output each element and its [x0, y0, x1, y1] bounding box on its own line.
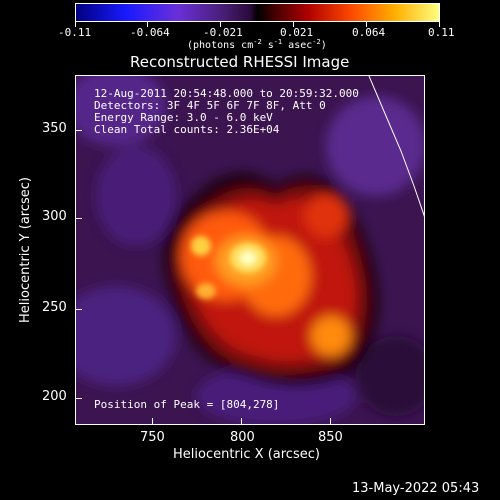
x-tick-mark	[330, 418, 331, 425]
y-axis-label: Heliocentric Y (arcsec)	[18, 177, 33, 323]
colorbar-units: (photons cm-2 s-1 asec-2)	[187, 38, 327, 51]
colorbar-tick-mark	[147, 22, 148, 27]
y-tick-mark	[75, 218, 82, 219]
peak-position: Position of Peak = [804,278]	[94, 398, 280, 411]
x-tick-mark	[241, 418, 242, 425]
rhessi-image	[76, 76, 424, 424]
colorbar-tick-label: -0.021	[203, 26, 243, 39]
y-tick-mark	[75, 398, 82, 399]
colorbar-tick-label: -0.064	[130, 26, 170, 39]
colorbar-tick-mark	[75, 22, 76, 27]
plot-title: Reconstructed RHESSI Image	[130, 53, 350, 71]
x-tick-label: 850	[318, 430, 343, 445]
limb-line	[368, 76, 424, 217]
x-tick-label: 750	[140, 430, 165, 445]
colorbar-tick-label: 0.11	[428, 26, 455, 39]
colorbar-tick-mark	[366, 22, 367, 27]
y-tick-label: 350	[42, 121, 67, 136]
y-tick-label: 200	[42, 389, 67, 404]
info-line-energy: Energy Range: 3.0 - 6.0 keV	[94, 111, 273, 124]
plot-area	[75, 75, 425, 425]
y-tick-mark	[75, 309, 82, 310]
y-tick-mark	[75, 130, 82, 131]
colorbar-tick-mark	[220, 22, 221, 27]
y-tick-label: 300	[42, 209, 67, 224]
colorbar-tick-mark	[439, 22, 440, 27]
info-line-detectors: Detectors: 3F 4F 5F 6F 7F 8F, Att 0	[94, 99, 326, 112]
colorbar	[75, 3, 440, 22]
colorbar-tick-label: 0.021	[280, 26, 314, 39]
colorbar-tick-label: -0.11	[58, 26, 92, 39]
colorbar-tick-label: 0.064	[352, 26, 386, 39]
info-line-clean: Clean Total counts: 2.36E+04	[94, 123, 280, 136]
x-axis-label: Heliocentric X (arcsec)	[173, 447, 320, 462]
timestamp: 13-May-2022 05:43	[352, 481, 480, 496]
y-tick-label: 250	[42, 300, 67, 315]
x-tick-mark	[152, 418, 153, 425]
x-tick-label: 800	[230, 430, 255, 445]
info-line-time: 12-Aug-2011 20:54:48.000 to 20:59:32.000	[94, 87, 359, 100]
colorbar-tick-mark	[293, 22, 294, 27]
